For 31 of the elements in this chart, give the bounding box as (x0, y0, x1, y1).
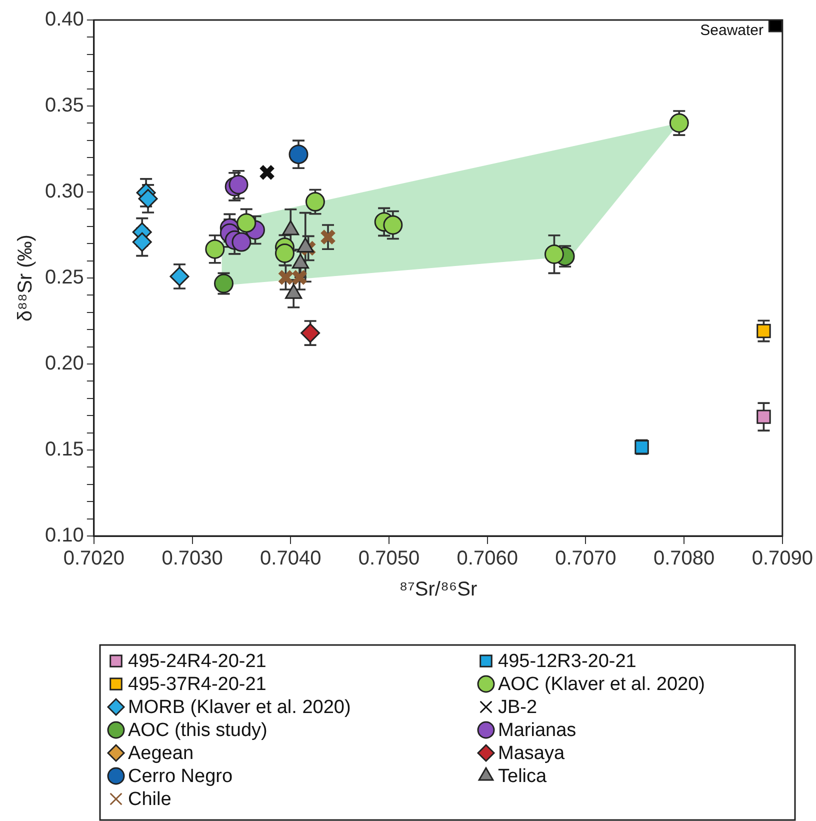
x-tick-label: 0.7050 (358, 548, 420, 570)
annotation: Seawater (700, 22, 764, 39)
x-tick-label: 0.7090 (752, 548, 813, 570)
legend-label: MORB (Klaver et al. 2020) (128, 697, 351, 718)
x-tick-label: 0.7060 (456, 548, 518, 570)
legend-label: Masaya (498, 743, 565, 764)
y-tick-label: 0.30 (44, 180, 84, 203)
y-tick-label: 0.40 (44, 8, 84, 31)
x-tick-label: 0.7070 (555, 548, 616, 570)
legend-label: JB-2 (498, 697, 538, 718)
x-tick-label: 0.7040 (260, 548, 322, 570)
legend-label: Aegean (128, 743, 194, 764)
legend-label: Marianas (498, 720, 576, 742)
legend-label: AOC (Klaver et al. 2020) (498, 674, 705, 696)
x-tick-label: 0.7030 (162, 548, 223, 570)
y-axis-title: δ⁸⁸Sr (‰) (14, 234, 37, 322)
y-tick-label: 0.10 (44, 524, 84, 547)
x-axis-title: ⁸⁷Sr/⁸⁶Sr (399, 578, 478, 601)
y-tick-label: 0.35 (44, 94, 84, 117)
y-tick-label: 0.15 (44, 438, 84, 461)
legend-label: Chile (128, 789, 172, 810)
y-tick-label: 0.25 (44, 266, 84, 289)
legend-label: 495-24R4-20-21 (128, 651, 266, 672)
legend-label: Cerro Negro (128, 766, 233, 788)
legend-label: Telica (498, 766, 548, 788)
legend-label: 495-37R4-20-21 (128, 674, 266, 696)
y-tick-label: 0.20 (44, 352, 84, 375)
legend-label: AOC (this study) (128, 720, 268, 742)
x-tick-label: 0.7080 (653, 548, 715, 570)
legend-label: 495-12R3-20-21 (498, 651, 636, 672)
x-tick-label: 0.7020 (63, 548, 125, 570)
